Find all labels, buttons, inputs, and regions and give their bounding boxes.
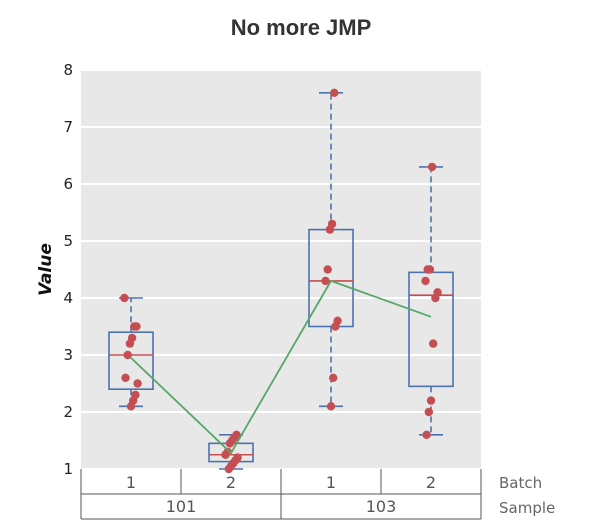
data-point: [424, 407, 433, 417]
data-point: [323, 265, 332, 274]
data-point: [422, 430, 431, 439]
y-axis-ticks: 1 2 3 4 5 6 7 8: [63, 61, 73, 478]
plot-background: [81, 70, 481, 469]
data-point: [421, 276, 430, 286]
data-point: [427, 162, 437, 172]
box-plots: [108, 88, 454, 474]
mean-line-group: [130, 279, 432, 455]
data-point: [123, 350, 132, 360]
data-point: [326, 402, 336, 411]
data-point: [429, 339, 438, 348]
data-point: [224, 464, 233, 474]
box-iqr: [108, 331, 154, 391]
sample-label: 103: [366, 497, 397, 516]
group-axis: 1 2 1 2 101 103 Batch Sample: [80, 469, 555, 520]
y-tick-label: 6: [63, 175, 73, 193]
sample-label: 101: [166, 497, 197, 516]
data-point: [331, 322, 340, 331]
data-point: [325, 225, 335, 234]
box-group: [308, 88, 354, 411]
batch-label: 2: [426, 473, 436, 492]
data-point: [426, 396, 436, 405]
data-point: [221, 450, 230, 459]
y-tick-label: 5: [63, 232, 73, 250]
batch-label: 1: [126, 473, 136, 492]
data-point: [329, 373, 338, 382]
y-tick-label: 7: [63, 118, 73, 136]
chart-title: No more JMP: [231, 15, 372, 40]
y-tick-label: 3: [63, 346, 73, 364]
y-tick-label: 8: [63, 61, 73, 79]
data-point: [126, 402, 136, 411]
box-group: [208, 430, 254, 474]
box-group: [408, 162, 454, 439]
y-tick-label: 1: [63, 460, 73, 478]
data-point: [431, 293, 440, 303]
data-point: [133, 379, 142, 388]
data-point: [423, 265, 432, 274]
y-tick-label: 4: [63, 289, 73, 307]
data-point: [121, 373, 130, 382]
batch-label: 1: [326, 473, 336, 492]
data-point: [321, 276, 330, 286]
data-point: [225, 439, 235, 448]
batch-label: 2: [226, 473, 236, 492]
data-point: [330, 88, 339, 98]
y-tick-label: 2: [63, 403, 73, 421]
data-point: [130, 322, 139, 331]
data-point: [120, 293, 129, 303]
data-point: [125, 339, 135, 348]
mean-line: [130, 279, 432, 455]
box-group: [108, 293, 154, 411]
batch-level-name: Batch: [499, 474, 542, 492]
y-axis-label: Value: [36, 243, 56, 296]
sample-level-name: Sample: [499, 499, 555, 517]
